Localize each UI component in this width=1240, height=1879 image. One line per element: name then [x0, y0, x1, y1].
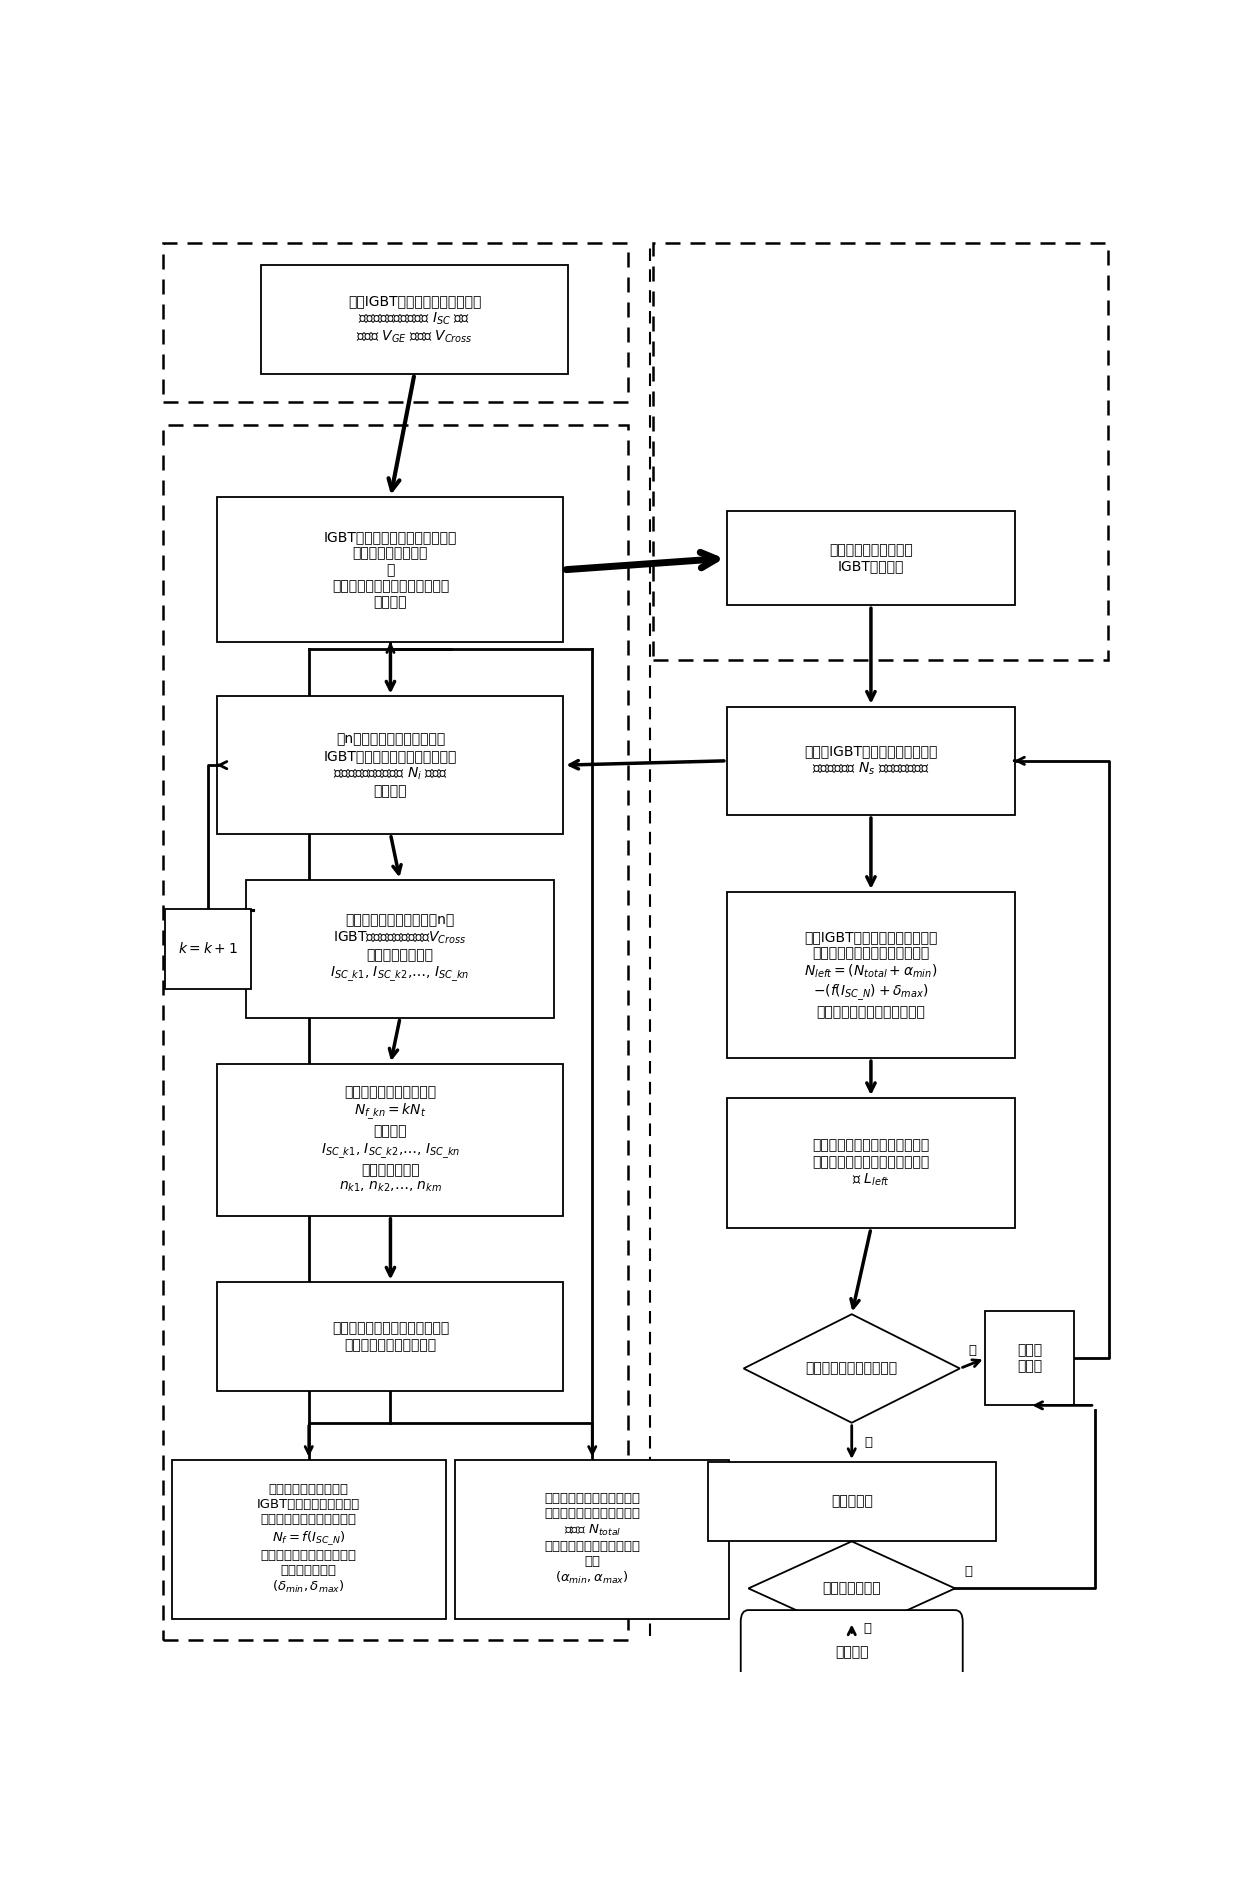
Text: 是: 是: [864, 1436, 872, 1449]
Text: 建立加速老化次数、短路电流以
及键合线根数的数据集合: 建立加速老化次数、短路电流以 及键合线根数的数据集合: [332, 1321, 449, 1351]
Text: 是: 是: [863, 1622, 872, 1635]
Text: 记录此时的加速老化次数
$N_{f\_kn}=kN_t$
短路电流
$I_{SC\_k1}$, $I_{SC\_k2}$,…, $I_{SC\_kn}$
以及键: 记录此时的加速老化次数 $N_{f\_kn}=kN_t$ 短路电流 $I_{SC…: [321, 1086, 460, 1195]
Text: $k = k+1$: $k = k+1$: [179, 941, 238, 956]
Text: IGBT短路电流与加速老化试验循
环次数的函数关系式
与
键合线全部断裂时的对应的实验
循环次数: IGBT短路电流与加速老化试验循 环次数的函数关系式 与 键合线全部断裂时的对应…: [324, 530, 458, 609]
Bar: [652, 242, 1109, 660]
Bar: [260, 265, 568, 374]
Bar: [217, 697, 563, 834]
Bar: [217, 498, 563, 643]
Text: 否: 否: [968, 1343, 977, 1357]
Text: 结束筛选: 结束筛选: [835, 1644, 868, 1659]
Text: 弱应力加速老化试验与
IGBT筛选流程: 弱应力加速老化试验与 IGBT筛选流程: [830, 543, 913, 573]
Bar: [455, 1460, 729, 1620]
Text: 根据IGBT手册中的传递特性，查
找不同温度下短路电流 $I_{SC}$ 与门
极电压 $V_{GE}$ 的交点 $V_{Cross}$: 根据IGBT手册中的传递特性，查 找不同温度下短路电流 $I_{SC}$ 与门 …: [347, 293, 481, 346]
Text: 查找IGBT短路电流与加速老化试
验循环次数的函数关系式，利用
$N_{left}=(N_{total}+\alpha_{min})$
$-(f(I_{SC\_: 查找IGBT短路电流与加速老化试 验循环次数的函数关系式，利用 $N_{left…: [805, 930, 937, 1020]
Bar: [217, 1281, 563, 1390]
Bar: [247, 879, 554, 1018]
Bar: [727, 1097, 1016, 1229]
Text: 测试下
一模块: 测试下 一模块: [1017, 1343, 1042, 1374]
Text: 是否符合最低寿命要求？: 是否符合最低寿命要求？: [806, 1362, 898, 1375]
Bar: [217, 1064, 563, 1216]
Bar: [727, 511, 1016, 605]
Bar: [165, 909, 250, 988]
Text: 剔除该模块: 剔除该模块: [831, 1494, 873, 1509]
Bar: [172, 1460, 445, 1620]
Bar: [162, 425, 627, 1640]
Text: 利用雨点计数法将最小剩余加速
老化循环数转化为剩余寿命估计
值 $L_{left}$: 利用雨点计数法将最小剩余加速 老化循环数转化为剩余寿命估计 值 $L_{left…: [812, 1139, 930, 1188]
Text: 否: 否: [965, 1565, 972, 1578]
Text: 根据测试结果，拟合出
IGBT短路电流与加速老化
试验循环次数的函数关系式
$N_f = f(I_{SC\_N})$
并根据样本分布，给出曲线
拟合的置信区间
: 根据测试结果，拟合出 IGBT短路电流与加速老化 试验循环次数的函数关系式 $N…: [257, 1483, 361, 1595]
Bar: [986, 1312, 1074, 1405]
Text: 根据测试结果，求出键合线
全部断裂时的对应的实验循
环次数 $N_{total}$
并根据样本本区间给出置信
区间
$(\alpha_{min}, \alpha: 根据测试结果，求出键合线 全部断裂时的对应的实验循 环次数 $N_{total}…: [544, 1492, 640, 1586]
Text: 将n块已检测无键合线断裂的
IGBT模块样品置于加速老化试验
平台，对每个模块进行 $N_i$ 次加速
老化试验: 将n块已检测无键合线断裂的 IGBT模块样品置于加速老化试验 平台，对每个模块进…: [324, 733, 458, 799]
Text: 利用短路测试电路测试此n块
IGBT模块样品在驱动电压$V_{Cross}$
处的短路电流的值
$I_{SC\_k1}$, $I_{SC\_k2}$,…, $I: 利用短路测试电路测试此n块 IGBT模块样品在驱动电压$V_{Cross}$ 处…: [331, 913, 470, 985]
Bar: [162, 242, 627, 402]
FancyBboxPatch shape: [740, 1610, 962, 1695]
Text: 将测试IGBT模块置于加速老化试
验平台，进行 $N_s$ 次加速老化试验: 将测试IGBT模块置于加速老化试 验平台，进行 $N_s$ 次加速老化试验: [805, 744, 937, 778]
Text: 是否完成测试？: 是否完成测试？: [822, 1582, 882, 1595]
Polygon shape: [749, 1541, 955, 1635]
Bar: [727, 893, 1016, 1058]
Bar: [708, 1462, 996, 1541]
Polygon shape: [744, 1313, 960, 1422]
Bar: [727, 707, 1016, 815]
